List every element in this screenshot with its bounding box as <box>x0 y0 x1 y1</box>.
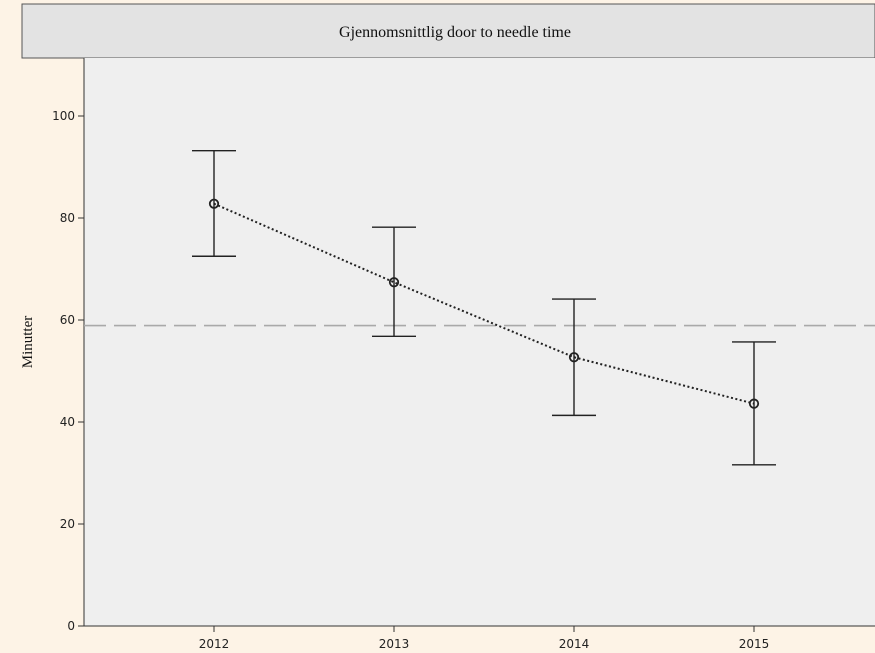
x-tick-label: 2014 <box>559 637 590 651</box>
error-bar <box>372 226 416 338</box>
error-bar <box>552 298 596 417</box>
data-point <box>208 198 220 209</box>
x-tick-label: 2015 <box>739 637 770 651</box>
x-tick-label: 2012 <box>199 637 230 651</box>
title-band <box>21 3 875 59</box>
y-tick-label: 40 <box>60 415 75 429</box>
chart-title: Gjennomsnittlig door to needle time <box>339 24 571 41</box>
data-point <box>568 352 580 363</box>
series-line <box>213 202 755 405</box>
y-tick-label: 60 <box>60 313 75 327</box>
y-tick-label: 80 <box>60 211 75 225</box>
y-axis-label: Minutter <box>20 316 36 369</box>
data-point <box>388 277 400 288</box>
y-tick-label: 0 <box>67 619 75 633</box>
y-tick-label: 20 <box>60 517 75 531</box>
y-tick-label: 100 <box>52 109 75 123</box>
data-point <box>748 398 760 409</box>
error-bar <box>192 149 236 257</box>
x-tick-label: 2013 <box>379 637 410 651</box>
